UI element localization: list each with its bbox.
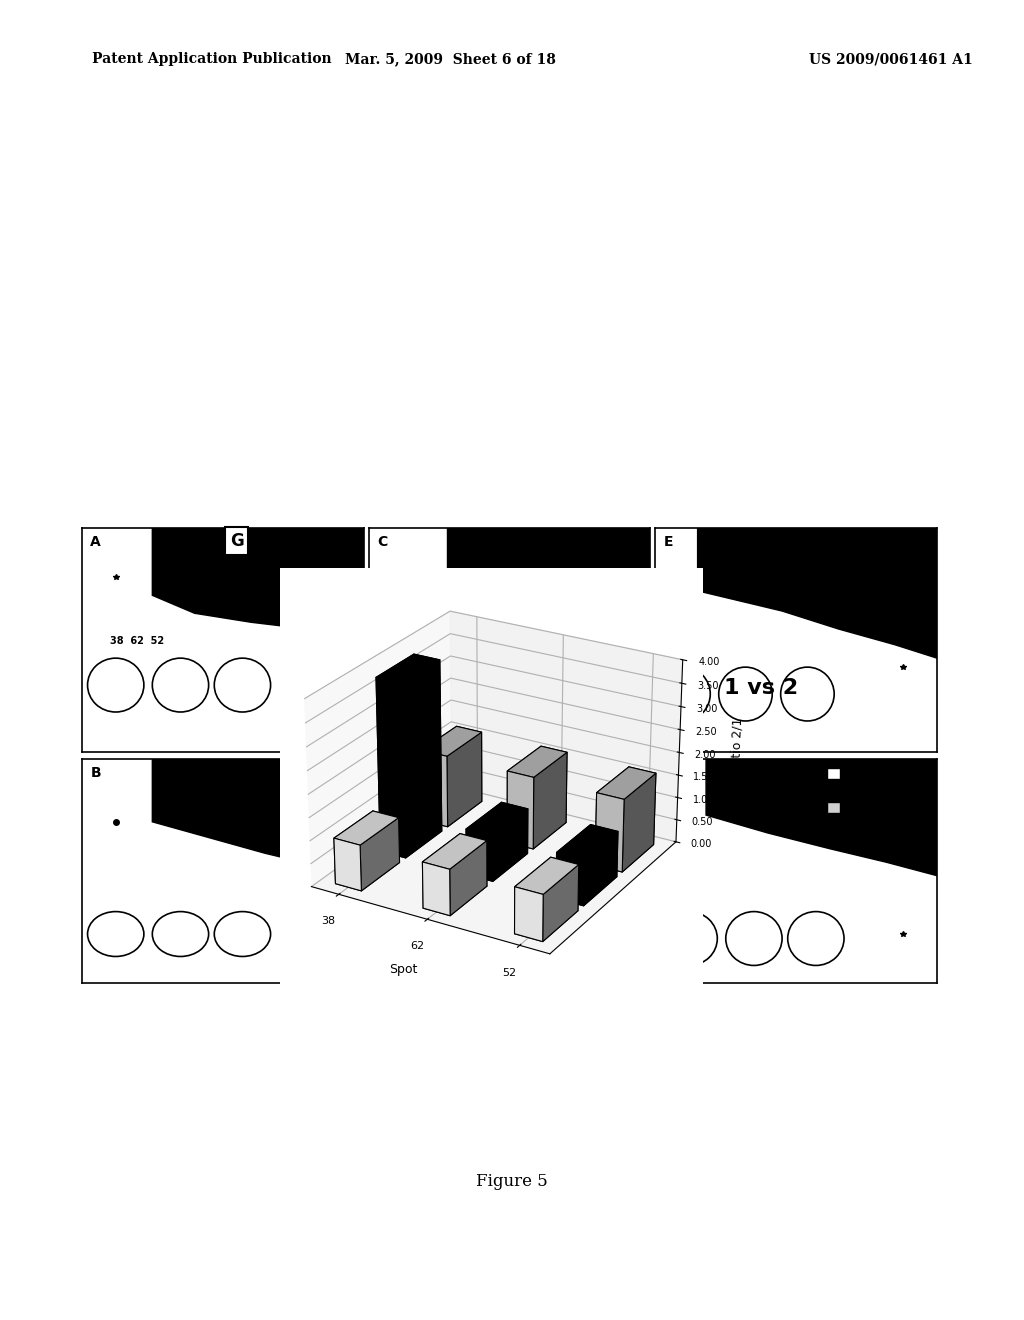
Text: 1 vs 2: 1 vs 2 xyxy=(724,678,798,698)
Text: B: B xyxy=(90,766,101,780)
Text: Figure 5: Figure 5 xyxy=(476,1173,548,1189)
Legend: -SAP vs Raw, +SAP vs Raw, +SAP vs -SAP: -SAP vs Raw, +SAP vs Raw, +SAP vs -SAP xyxy=(822,763,930,817)
Text: E: E xyxy=(664,535,674,549)
Polygon shape xyxy=(153,759,364,875)
X-axis label: Spot: Spot xyxy=(389,962,418,975)
Polygon shape xyxy=(697,528,937,659)
Text: G: G xyxy=(229,532,244,550)
Text: 38  62  52: 38 62 52 xyxy=(111,636,164,645)
Polygon shape xyxy=(153,528,364,640)
Polygon shape xyxy=(707,759,937,875)
Text: Mar. 5, 2009  Sheet 6 of 18: Mar. 5, 2009 Sheet 6 of 18 xyxy=(345,53,556,66)
Text: C: C xyxy=(377,535,387,549)
Text: F: F xyxy=(664,766,674,780)
Text: Patent Application Publication: Patent Application Publication xyxy=(92,53,332,66)
Text: A: A xyxy=(90,535,101,549)
Polygon shape xyxy=(425,759,650,883)
Polygon shape xyxy=(447,528,650,636)
Text: D: D xyxy=(377,766,388,780)
Text: US 2009/0061461 A1: US 2009/0061461 A1 xyxy=(809,53,973,66)
